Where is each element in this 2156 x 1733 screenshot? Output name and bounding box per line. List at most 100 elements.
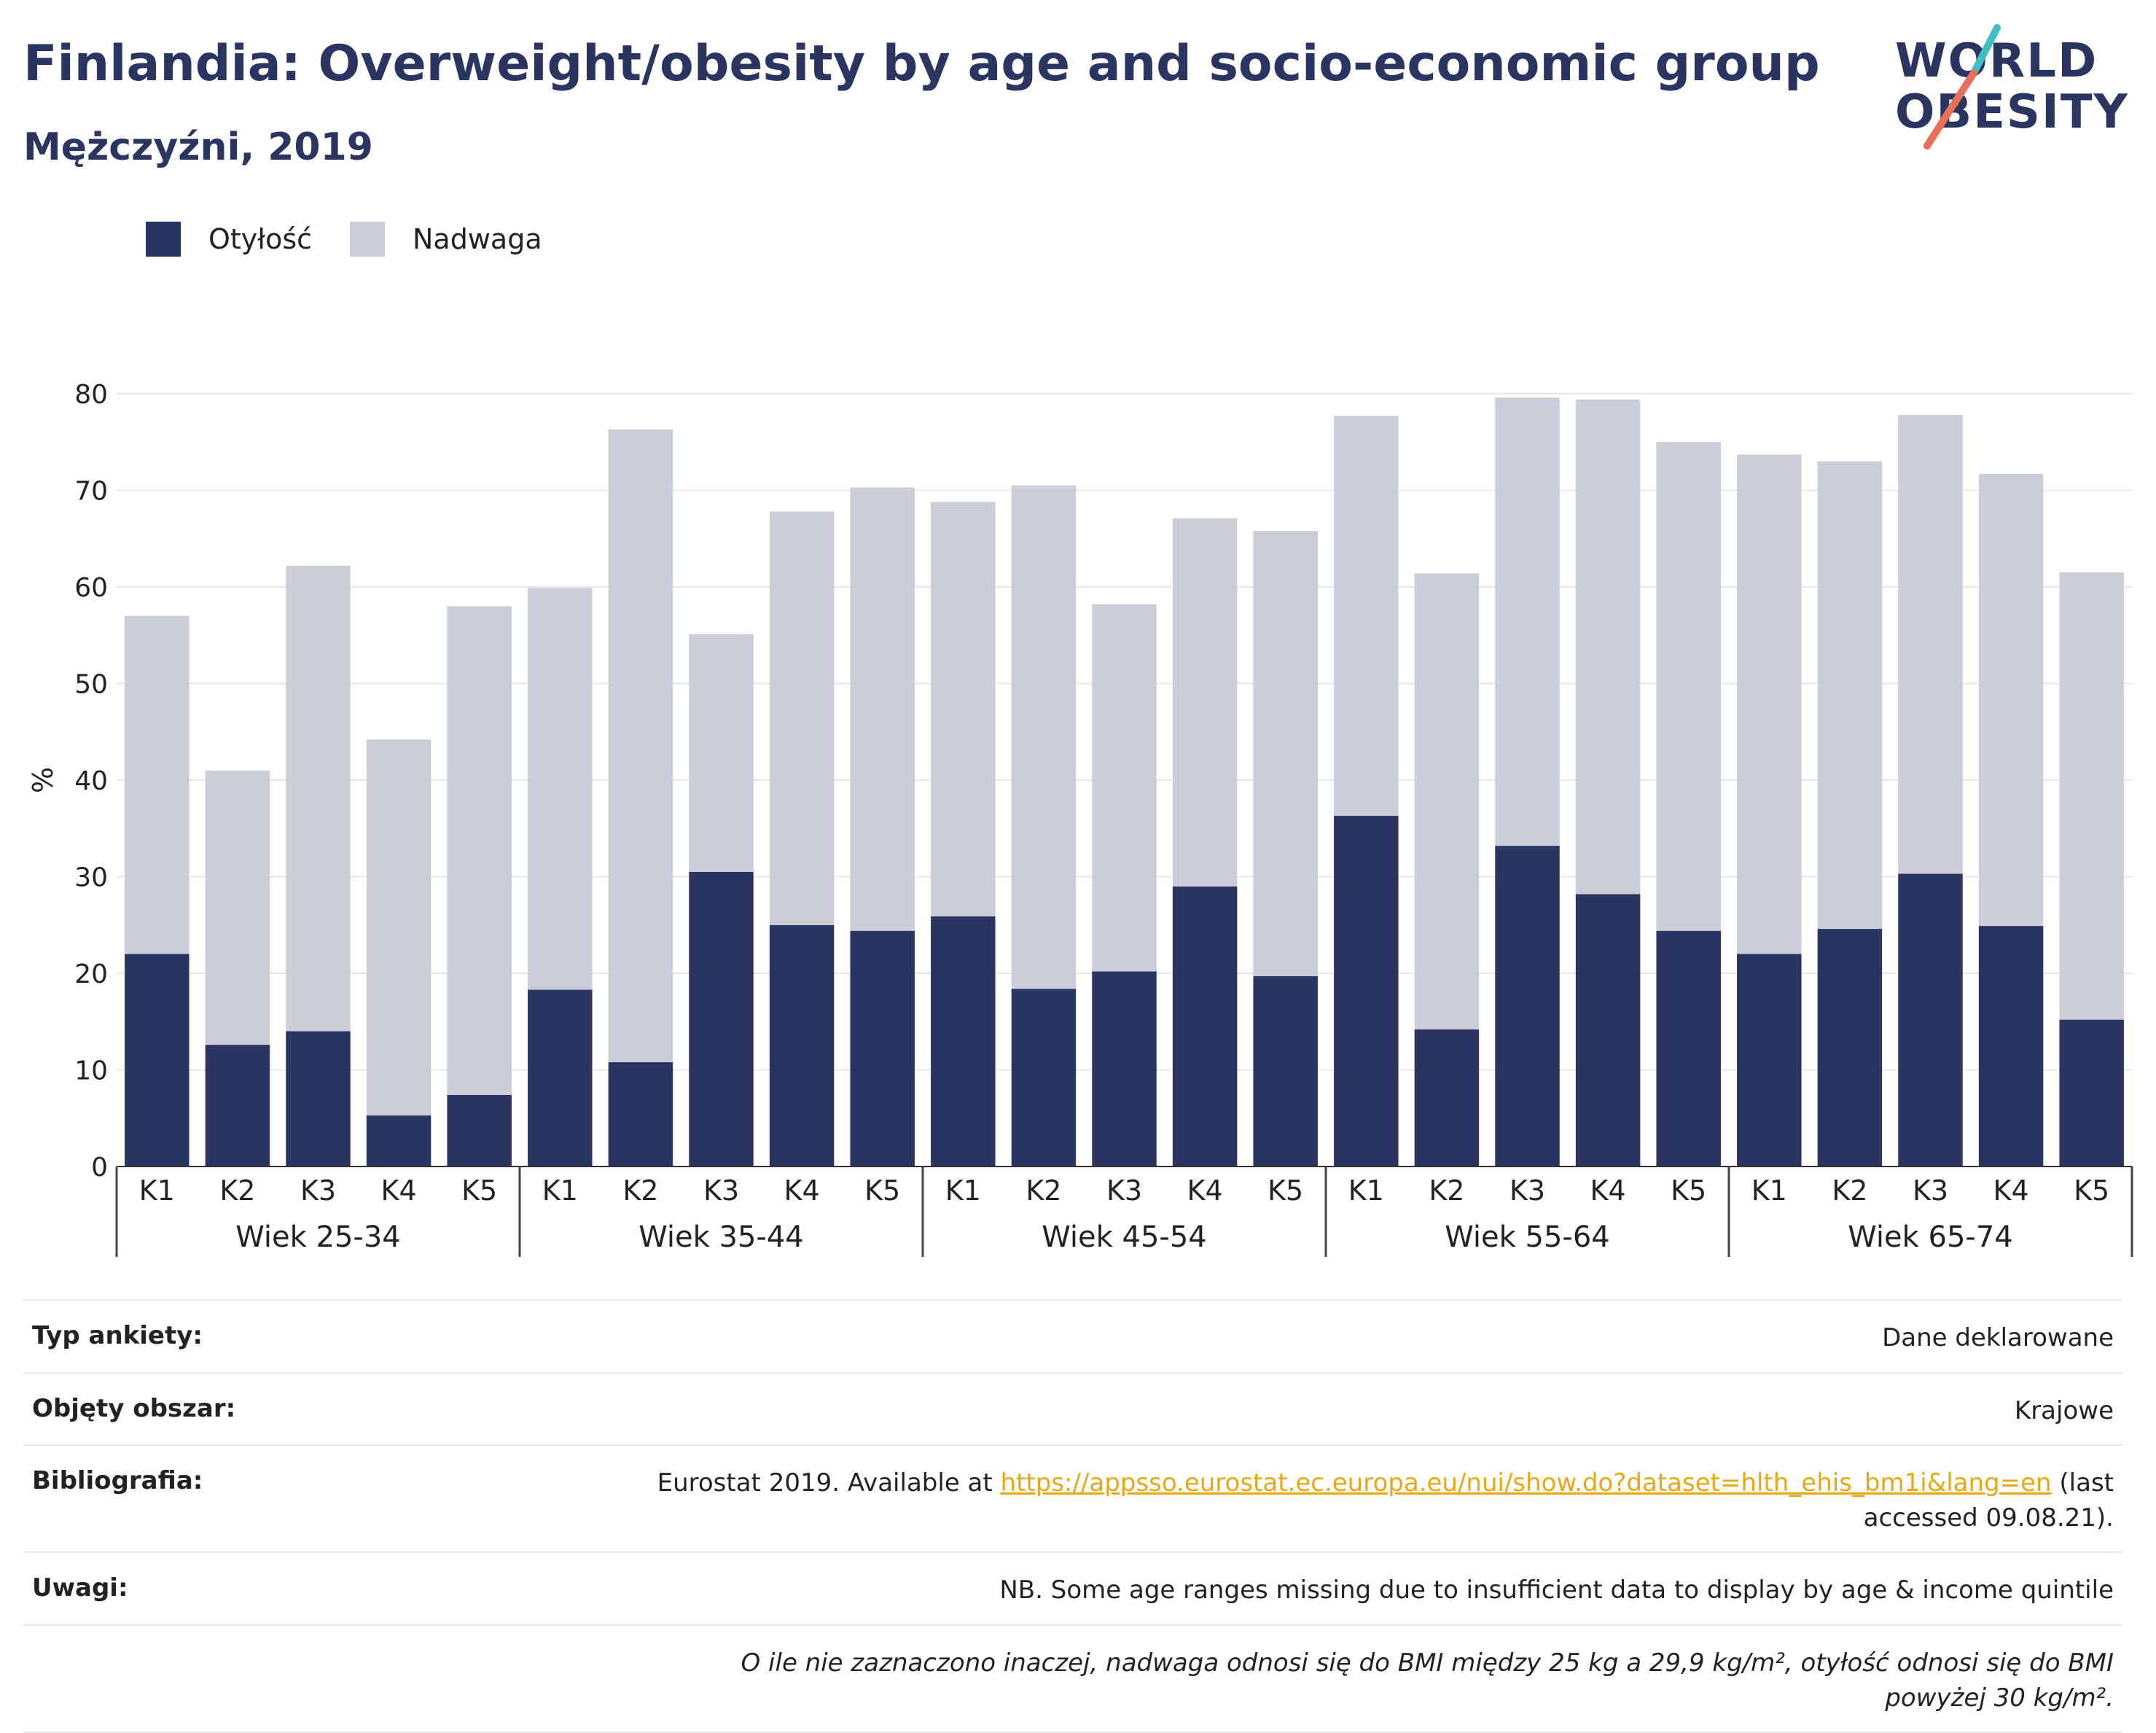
bar-overweight [1978,473,2044,927]
bar-overweight [1011,485,1077,989]
x-tick-label: K4 [1993,1175,2029,1207]
bibliography-accessed: (last accessed 09.08.21). [1863,1468,2114,1533]
legend-label-overweight: Nadwaga [413,223,542,255]
bar-overweight [1656,442,1721,931]
bar-chart: 0 10 20 30 40 50 60 70 80% K1 K2 K3 K4 K5 K1 K2 K3 K4 K5 K1… [27,380,2133,1257]
bar-overweight [1817,461,1883,930]
info-value: Krajowe [2014,1395,2114,1425]
info-label: Uwagi: [32,1573,128,1603]
bar-obesity [931,916,996,1167]
x-tick-label: K4 [784,1175,820,1207]
legend-label-obesity: Otyłość [208,223,313,255]
x-tick-label: K4 [1590,1175,1626,1207]
bar-obesity [2059,1019,2124,1167]
y-tick-label: 30 [74,863,108,893]
x-tick-label: K1 [542,1175,578,1207]
info-value: Dane deklarowane [1882,1323,2114,1352]
bar-obesity [1011,989,1077,1167]
info-table: Typ ankiety: Dane deklarowane Objęty obs… [23,1299,2122,1733]
x-tick-label: K2 [1429,1175,1464,1207]
bar-obesity [528,989,593,1167]
y-tick-label: 0 [91,1153,108,1183]
bar-obesity [1253,975,1318,1167]
bar-overweight [1253,531,1318,976]
bar-obesity [689,871,754,1167]
y-tick-label: 60 [74,573,108,603]
legend-swatch-overweight [350,222,385,257]
bar-obesity [1978,926,2044,1167]
bar-overweight [931,502,996,916]
group-label: Wiek 35-44 [638,1220,804,1254]
x-tick-label: K3 [1509,1175,1545,1207]
bar-obesity [1414,1029,1480,1167]
bar-overweight [447,606,512,1095]
bar-obesity [1898,873,1963,1167]
x-tick-label: K2 [1832,1175,1867,1207]
bar-overweight [1172,518,1238,887]
info-row-bibliography: Bibliografia: Eurostat 2019. Available a… [23,1444,2122,1551]
info-row-footnote: O ile nie zaznaczono inaczej, nadwaga od… [23,1624,2122,1733]
x-tick-label: K5 [864,1175,900,1207]
bar-obesity [608,1062,673,1167]
x-tick-label: K1 [945,1175,981,1207]
bar-obesity [1737,954,1802,1167]
bar-obesity [1817,929,1883,1167]
bar-obesity [1172,886,1238,1167]
info-value: Eurostat 2019. Available at https://apps… [656,1466,2114,1535]
bar-overweight [2059,572,2124,1020]
x-tick-label: K4 [1187,1175,1223,1207]
x-tick-label: K1 [139,1175,175,1207]
bar-overweight [1414,573,1480,1029]
y-axis-label: % [27,767,59,793]
y-tick-label: 50 [74,670,108,700]
bar-obesity [1495,846,1560,1167]
bar-obesity [286,1031,351,1167]
bar-overweight [1737,454,1802,954]
x-tick-label: K2 [1026,1175,1061,1207]
bar-obesity [1575,894,1641,1167]
bar-obesity [1092,971,1157,1167]
world-obesity-logo: WORLD OBESITY [1895,22,2136,153]
bar-overweight [1092,604,1157,972]
bar-overweight [1575,399,1641,895]
bar-obesity [769,924,835,1167]
bibliography-link[interactable]: https://appsso.eurostat.ec.europa.eu/nui… [1000,1468,2052,1498]
x-tick-label: K4 [381,1175,417,1207]
bar-overweight [608,429,673,1062]
bar-obesity [125,954,190,1167]
legend-item-obesity: Otyłość [146,219,312,260]
x-tick-label: K3 [703,1175,739,1207]
y-tick-label: 80 [74,380,108,410]
x-tick-label: K5 [1268,1175,1303,1207]
bar-overweight [1495,397,1560,846]
x-tick-label: K2 [622,1175,658,1207]
bar-obesity [447,1094,512,1167]
bar-overweight [769,511,835,925]
legend-item-overweight: Nadwaga [350,219,542,260]
bar-overweight [366,739,431,1115]
chart-subtitle: Mężczyźni, 2019 [23,125,373,169]
bar-overweight [205,770,270,1045]
bar-obesity [850,930,915,1167]
logo-line-2: OBESITY [1895,85,2129,139]
info-label: Bibliografia: [32,1466,203,1496]
bar-overweight [286,565,351,1032]
legend-swatch-obesity [146,222,181,257]
bar-overweight [1898,415,1963,874]
x-tick-label: K5 [1671,1175,1706,1207]
bar-overweight [850,487,915,931]
y-tick-label: 20 [74,959,108,989]
y-tick-label: 40 [74,766,108,796]
x-tick-label: K5 [2074,1175,2109,1207]
x-tick-label: K3 [1106,1175,1142,1207]
x-tick-label: K3 [300,1175,336,1207]
footnote: O ile nie zaznaczono inaczej, nadwaga od… [741,1648,2114,1713]
bar-overweight [689,634,754,872]
bar-obesity [366,1115,431,1167]
bibliography-text: Eurostat 2019. Available at [657,1468,1001,1498]
bar-obesity [205,1045,270,1167]
group-label: Wiek 25-34 [235,1220,401,1254]
bar-obesity [1656,930,1721,1167]
x-tick-label: K1 [1348,1175,1384,1207]
group-label: Wiek 45-54 [1042,1220,1207,1254]
